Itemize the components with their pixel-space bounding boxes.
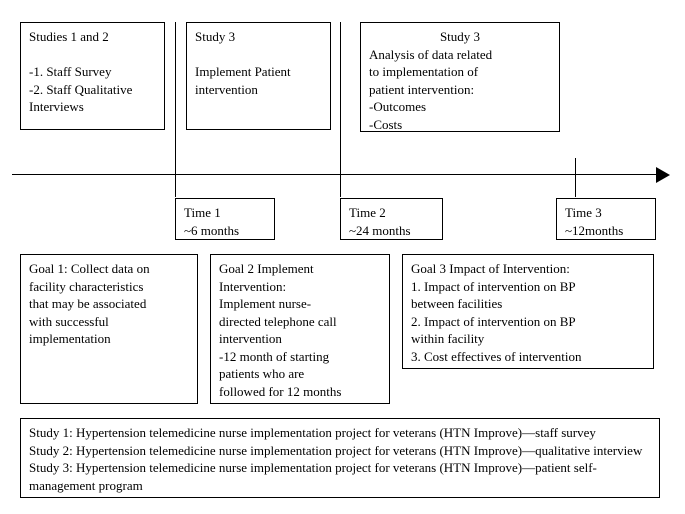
- time-box-2: Time 2 ~24 months: [340, 198, 443, 240]
- top-box-a-title: Studies 1 and 2: [29, 28, 156, 46]
- top-box-study3-implement: Study 3 Implement Patient intervention: [186, 22, 331, 130]
- goal2-text: Goal 2 Implement Intervention: Implement…: [219, 260, 381, 400]
- top-box-c-title: Study 3: [369, 28, 551, 46]
- goal3-text: Goal 3 Impact of Intervention: 1. Impact…: [411, 260, 645, 365]
- top-box-b-body: Implement Patient intervention: [195, 46, 322, 99]
- timeline-line: [12, 174, 660, 175]
- time-box-1: Time 1 ~6 months: [175, 198, 275, 240]
- time1-label: Time 1: [184, 204, 266, 222]
- time2-label: Time 2: [349, 204, 434, 222]
- goal-box-2: Goal 2 Implement Intervention: Implement…: [210, 254, 390, 404]
- top-box-study3-analysis: Study 3 Analysis of data related to impl…: [360, 22, 560, 132]
- timeline-arrowhead-icon: [656, 167, 670, 183]
- time2-duration: ~24 months: [349, 222, 434, 240]
- legend-text: Study 1: Hypertension telemedicine nurse…: [29, 424, 651, 494]
- goal1-text: Goal 1: Collect data on facility charact…: [29, 260, 189, 348]
- legend-box: Study 1: Hypertension telemedicine nurse…: [20, 418, 660, 498]
- top-box-a-body: -1. Staff Survey -2. Staff Qualitative I…: [29, 46, 156, 116]
- timeline-arrow: [12, 165, 670, 185]
- time1-duration: ~6 months: [184, 222, 266, 240]
- top-box-b-title: Study 3: [195, 28, 322, 46]
- time3-label: Time 3: [565, 204, 647, 222]
- top-box-c-body: Analysis of data related to implementati…: [369, 46, 551, 134]
- goal-box-3: Goal 3 Impact of Intervention: 1. Impact…: [402, 254, 654, 369]
- goal-box-1: Goal 1: Collect data on facility charact…: [20, 254, 198, 404]
- top-box-studies12: Studies 1 and 2 -1. Staff Survey -2. Sta…: [20, 22, 165, 130]
- time-box-3: Time 3 ~12months: [556, 198, 656, 240]
- time3-duration: ~12months: [565, 222, 647, 240]
